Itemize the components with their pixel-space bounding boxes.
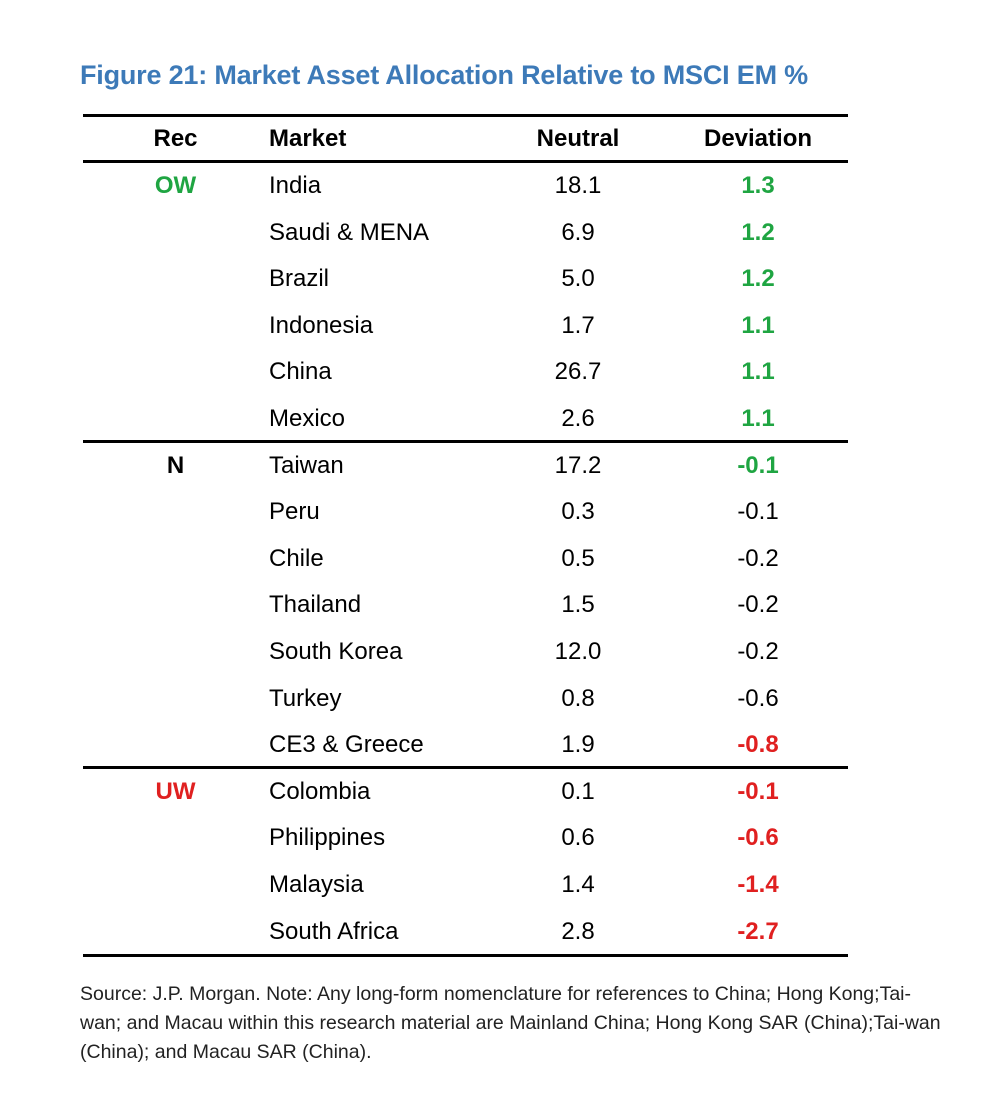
deviation-cell: 1.3 bbox=[741, 172, 775, 199]
market-cell: CE3 & Greece bbox=[269, 731, 424, 759]
table-row: Chile 0.5 -0.2 bbox=[83, 536, 848, 582]
table-row: Saudi & MENA 6.9 1.2 bbox=[83, 210, 848, 256]
group-divider-rule bbox=[83, 765, 848, 769]
market-cell: Mexico bbox=[269, 405, 346, 432]
header-bottom-rule bbox=[83, 160, 848, 163]
deviation-cell: 1.2 bbox=[741, 218, 775, 246]
market-cell: Philippines bbox=[269, 824, 386, 852]
source-note: Source: J.P. Morgan. Note: Any long-form… bbox=[80, 980, 945, 1067]
market-cell: Turkey bbox=[269, 684, 342, 712]
deviation-cell: -0.6 bbox=[737, 824, 779, 852]
table-row: Philippines 0.6 -0.6 bbox=[83, 815, 848, 861]
deviation-cell: -0.8 bbox=[737, 731, 779, 759]
neutral-cell: 2.6 bbox=[561, 405, 595, 432]
neutral-cell: 12.0 bbox=[554, 638, 602, 665]
neutral-cell: 17.2 bbox=[554, 451, 602, 479]
group-divider-rule bbox=[83, 439, 848, 443]
deviation-cell: -0.2 bbox=[737, 591, 779, 619]
deviation-cell: -0.1 bbox=[737, 498, 779, 526]
table-row: Turkey 0.8 -0.6 bbox=[83, 676, 848, 722]
header-neutral: Neutral bbox=[536, 125, 620, 152]
rec-cell: OW bbox=[154, 172, 197, 199]
neutral-cell: 1.5 bbox=[561, 591, 595, 619]
table-row: Brazil 5.0 1.2 bbox=[83, 256, 848, 302]
table-row: Indonesia 1.7 1.1 bbox=[83, 303, 848, 349]
market-cell: Thailand bbox=[269, 591, 362, 619]
deviation-cell: 1.1 bbox=[741, 405, 775, 432]
table-row: South Korea 12.0 -0.2 bbox=[83, 629, 848, 675]
neutral-cell: 18.1 bbox=[554, 172, 602, 199]
neutral-cell: 0.5 bbox=[561, 544, 595, 572]
market-cell: Brazil bbox=[269, 265, 330, 293]
source-text: Source: J.P. Morgan. Note: Any long-form… bbox=[80, 983, 941, 1063]
market-cell: Malaysia bbox=[269, 871, 364, 898]
deviation-cell: 1.1 bbox=[741, 311, 775, 339]
header-deviation: Deviation bbox=[703, 125, 813, 152]
market-cell: India bbox=[269, 172, 322, 199]
table-row: N Taiwan 17.2 -0.1 bbox=[83, 443, 848, 489]
neutral-cell: 1.9 bbox=[561, 731, 595, 759]
neutral-cell: 1.7 bbox=[561, 311, 595, 339]
deviation-cell: -0.2 bbox=[737, 638, 779, 665]
rec-cell: N bbox=[166, 451, 185, 479]
deviation-cell: 1.2 bbox=[741, 265, 775, 293]
table-row: Malaysia 1.4 -1.4 bbox=[83, 862, 848, 908]
rec-cell: UW bbox=[155, 777, 196, 805]
deviation-cell: -1.4 bbox=[737, 871, 779, 898]
header-market: Market bbox=[269, 125, 347, 152]
deviation-cell: -0.1 bbox=[737, 777, 779, 805]
neutral-cell: 0.6 bbox=[561, 824, 595, 852]
table-row: OW India 18.1 1.3 bbox=[83, 163, 848, 209]
table-row: Peru 0.3 -0.1 bbox=[83, 489, 848, 535]
neutral-cell: 5.0 bbox=[561, 265, 595, 293]
market-cell: Indonesia bbox=[269, 311, 374, 339]
market-cell: Chile bbox=[269, 544, 324, 572]
neutral-cell: 0.1 bbox=[561, 777, 595, 805]
neutral-cell: 2.8 bbox=[561, 917, 595, 945]
market-cell: China bbox=[269, 358, 332, 386]
deviation-cell: -0.2 bbox=[737, 544, 779, 572]
table-row: South Africa 2.8 -2.7 bbox=[83, 909, 848, 955]
figure-title: Figure 21: Market Asset Allocation Relat… bbox=[80, 60, 808, 90]
table-row: Thailand 1.5 -0.2 bbox=[83, 582, 848, 628]
market-cell: Colombia bbox=[269, 777, 371, 805]
deviation-cell: 1.1 bbox=[741, 358, 775, 386]
table-header-row: Rec Market Neutral Deviation bbox=[83, 116, 848, 162]
table-row: UW Colombia 0.1 -0.1 bbox=[83, 769, 848, 815]
table-top-rule bbox=[83, 114, 848, 117]
deviation-cell: -2.7 bbox=[737, 917, 779, 945]
table-row: Mexico 2.6 1.1 bbox=[83, 396, 848, 442]
deviation-cell: -0.6 bbox=[737, 684, 779, 712]
deviation-cell: -0.1 bbox=[737, 451, 779, 479]
neutral-cell: 0.3 bbox=[561, 498, 595, 526]
market-cell: Saudi & MENA bbox=[269, 218, 430, 246]
market-cell: South Africa bbox=[269, 917, 399, 945]
table-row: CE3 & Greece 1.9 -0.8 bbox=[83, 722, 848, 768]
table-row: China 26.7 1.1 bbox=[83, 349, 848, 395]
market-cell: Taiwan bbox=[269, 451, 344, 479]
neutral-cell: 26.7 bbox=[554, 358, 602, 386]
neutral-cell: 6.9 bbox=[561, 218, 595, 246]
neutral-cell: 0.8 bbox=[561, 684, 595, 712]
market-cell: Peru bbox=[269, 498, 320, 526]
neutral-cell: 1.4 bbox=[561, 871, 595, 898]
table-bottom-rule bbox=[83, 954, 848, 958]
header-rec: Rec bbox=[153, 125, 198, 152]
market-cell: South Korea bbox=[269, 638, 403, 665]
